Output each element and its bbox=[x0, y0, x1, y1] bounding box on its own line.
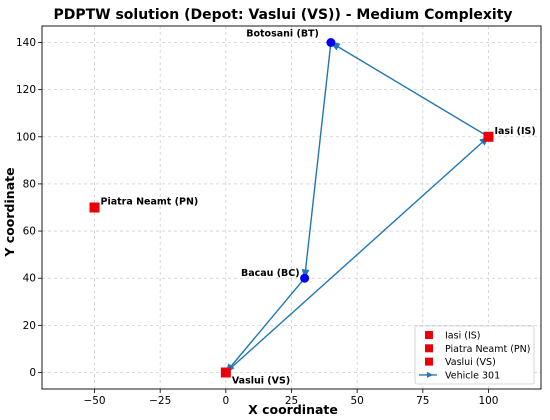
x-tick-label: −25 bbox=[149, 395, 171, 407]
chart-title: PDPTW solution (Depot: Vaslui (VS)) - Me… bbox=[53, 7, 512, 23]
node-label: Piatra Neamt (PN) bbox=[101, 197, 199, 208]
route-segment bbox=[301, 42, 332, 280]
legend-marker bbox=[425, 344, 433, 353]
x-tick-label: 0 bbox=[222, 395, 229, 407]
legend-box bbox=[414, 325, 535, 385]
y-tick-label: 0 bbox=[29, 367, 36, 379]
x-axis-label: X coordinate bbox=[248, 402, 338, 417]
legend: Iasi (IS) Piatra Neamt (PN) Vaslui (VS) Veh… bbox=[414, 325, 535, 385]
depot-marker bbox=[89, 202, 100, 213]
depot-marker bbox=[483, 131, 494, 142]
y-tick-label: 60 bbox=[23, 226, 36, 238]
route-segment bbox=[225, 136, 490, 374]
node-label: Iasi (IS) bbox=[494, 126, 535, 137]
depot-marker bbox=[220, 367, 231, 378]
node-label: Botosani (BT) bbox=[246, 29, 319, 40]
ticks-layer: −50 −25 0 25 50 75 100 0 20 40 60 80 100 120 140 bbox=[16, 37, 499, 407]
nodes-layer: Vaslui (VS) Iasi (IS) Piatra Neamt (PN) Bot… bbox=[89, 29, 536, 387]
y-tick-label: 100 bbox=[16, 131, 36, 143]
legend-arrow bbox=[427, 371, 433, 378]
grid bbox=[42, 26, 541, 389]
node-label: Vaslui (VS) bbox=[232, 376, 290, 387]
route-segment bbox=[225, 277, 306, 374]
y-tick-label: 20 bbox=[23, 320, 36, 332]
x-tick-label: 75 bbox=[416, 395, 429, 407]
legend-marker bbox=[425, 357, 433, 366]
x-tick-label: 100 bbox=[478, 395, 498, 407]
y-tick-label: 80 bbox=[23, 178, 36, 190]
legend-label: Piatra Neamt (PN) bbox=[445, 344, 530, 355]
route-layer bbox=[225, 41, 490, 374]
legend-label: Iasi (IS) bbox=[445, 331, 480, 342]
legend-marker bbox=[425, 331, 433, 339]
x-tick-label: 25 bbox=[285, 395, 298, 407]
legend-label: Vaslui (VS) bbox=[445, 357, 496, 368]
x-tick-label: −50 bbox=[83, 395, 105, 407]
node-label: Bacau (BC) bbox=[241, 268, 300, 279]
route-segment bbox=[330, 41, 489, 138]
y-axis-label: Y coordinate bbox=[2, 167, 17, 257]
y-tick-label: 40 bbox=[23, 273, 36, 285]
city-marker bbox=[300, 273, 310, 283]
city-marker bbox=[326, 38, 336, 47]
x-tick-label: 50 bbox=[350, 395, 363, 407]
y-tick-label: 140 bbox=[16, 37, 36, 49]
legend-label: Vehicle 301 bbox=[445, 370, 500, 381]
y-tick-label: 120 bbox=[16, 84, 36, 96]
